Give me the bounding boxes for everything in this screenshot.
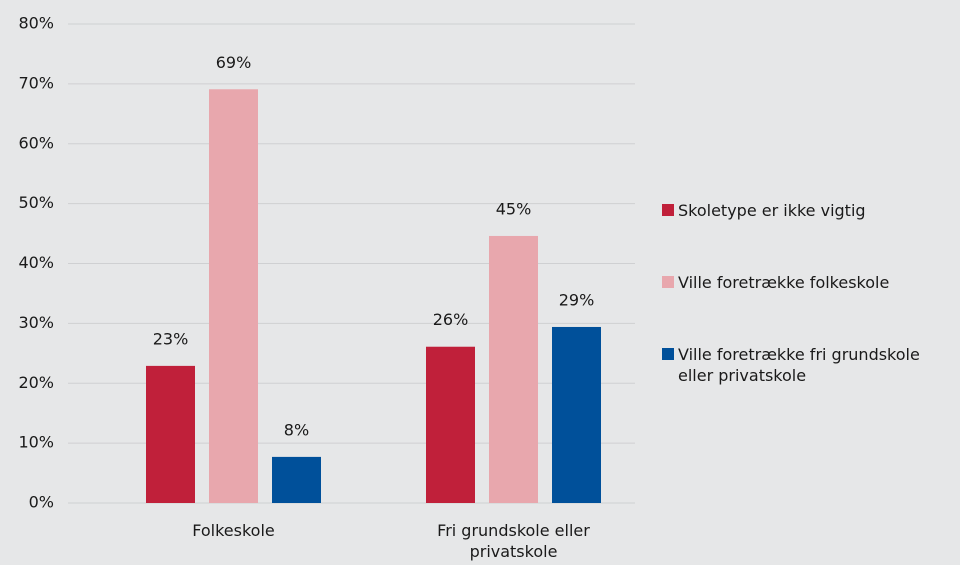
- data-label: 26%: [433, 310, 469, 329]
- bar: [489, 235, 538, 503]
- bar: [146, 365, 195, 503]
- y-tick-label: 20%: [18, 373, 54, 392]
- y-tick-label: 0%: [29, 493, 54, 512]
- legend-item: Skoletype er ikke vigtig: [662, 200, 958, 221]
- data-label: 8%: [284, 420, 309, 439]
- y-tick-label: 60%: [18, 133, 54, 152]
- data-label: 69%: [216, 53, 252, 72]
- data-label: 45%: [496, 199, 532, 218]
- bar: [552, 326, 601, 503]
- legend-swatch: [662, 276, 674, 288]
- legend-label: Skoletype er ikke vigtig: [678, 201, 866, 220]
- legend-label: Ville foretrække folkeskole: [678, 273, 890, 292]
- legend-label: Ville foretrække fri grundskole eller pr…: [678, 345, 920, 385]
- y-tick-label: 80%: [18, 14, 54, 33]
- y-tick-label: 70%: [18, 73, 54, 92]
- y-tick-label: 50%: [18, 193, 54, 212]
- legend-item: Ville foretrække fri grundskole eller pr…: [662, 344, 958, 386]
- bar: [426, 346, 475, 503]
- data-label: 23%: [153, 329, 189, 348]
- data-label: 29%: [559, 290, 595, 309]
- legend-item: Ville foretrække folkeskole: [662, 272, 958, 293]
- bar: [209, 89, 258, 504]
- y-tick-label: 10%: [18, 433, 54, 452]
- y-tick-label: 30%: [18, 313, 54, 332]
- x-tick-label: Fri grundskole eller privatskole: [437, 521, 590, 561]
- legend-swatch: [662, 204, 674, 216]
- y-tick-label: 40%: [18, 253, 54, 272]
- legend-swatch: [662, 348, 674, 360]
- bar: [272, 456, 321, 503]
- x-tick-label: Folkeskole: [192, 521, 275, 540]
